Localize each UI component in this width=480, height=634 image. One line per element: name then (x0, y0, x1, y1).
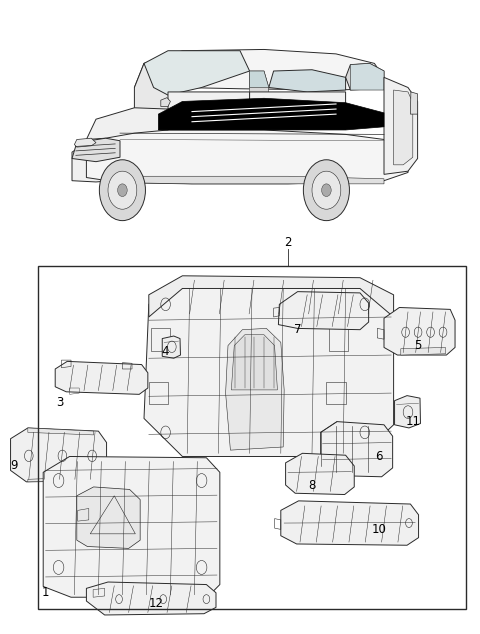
Polygon shape (55, 361, 148, 394)
Polygon shape (86, 582, 216, 615)
Polygon shape (350, 63, 384, 90)
Polygon shape (162, 336, 180, 358)
Polygon shape (144, 279, 394, 456)
Polygon shape (86, 130, 408, 184)
Polygon shape (86, 108, 182, 139)
Polygon shape (28, 477, 94, 482)
Circle shape (312, 171, 341, 209)
Text: 6: 6 (375, 450, 383, 463)
Text: 2: 2 (284, 235, 292, 249)
Polygon shape (72, 139, 154, 182)
Circle shape (118, 184, 127, 197)
Polygon shape (74, 138, 96, 147)
Polygon shape (250, 92, 346, 129)
Circle shape (303, 160, 349, 221)
Polygon shape (72, 138, 120, 162)
Polygon shape (11, 428, 107, 482)
Text: 9: 9 (11, 460, 18, 472)
Polygon shape (226, 328, 284, 450)
Polygon shape (144, 51, 250, 95)
Circle shape (99, 160, 145, 221)
Text: 3: 3 (56, 396, 64, 409)
Polygon shape (158, 98, 384, 130)
Polygon shape (278, 292, 369, 330)
Polygon shape (384, 77, 418, 174)
Circle shape (322, 184, 331, 197)
Polygon shape (250, 71, 269, 87)
Polygon shape (77, 487, 140, 548)
Polygon shape (134, 63, 182, 117)
Text: 7: 7 (294, 323, 301, 336)
Text: 12: 12 (148, 597, 164, 610)
Polygon shape (134, 49, 384, 90)
Polygon shape (401, 347, 445, 355)
Text: 10: 10 (372, 523, 386, 536)
Polygon shape (321, 422, 393, 477)
Polygon shape (250, 71, 269, 127)
Text: 11: 11 (405, 415, 420, 428)
Text: 5: 5 (414, 339, 421, 352)
Polygon shape (120, 176, 384, 184)
Polygon shape (410, 92, 418, 114)
Text: 8: 8 (308, 479, 316, 491)
Polygon shape (161, 98, 170, 107)
Polygon shape (281, 501, 419, 545)
Polygon shape (149, 276, 394, 317)
Polygon shape (28, 428, 94, 435)
Polygon shape (394, 90, 413, 165)
Polygon shape (286, 453, 354, 495)
Polygon shape (269, 70, 346, 92)
Circle shape (108, 171, 137, 209)
Polygon shape (395, 396, 420, 428)
Text: 4: 4 (162, 346, 169, 358)
Polygon shape (168, 92, 250, 129)
Polygon shape (231, 335, 277, 390)
Bar (38, 266, 466, 609)
Polygon shape (384, 307, 455, 355)
Polygon shape (346, 63, 384, 90)
Text: 1: 1 (42, 586, 49, 599)
Polygon shape (43, 456, 220, 597)
